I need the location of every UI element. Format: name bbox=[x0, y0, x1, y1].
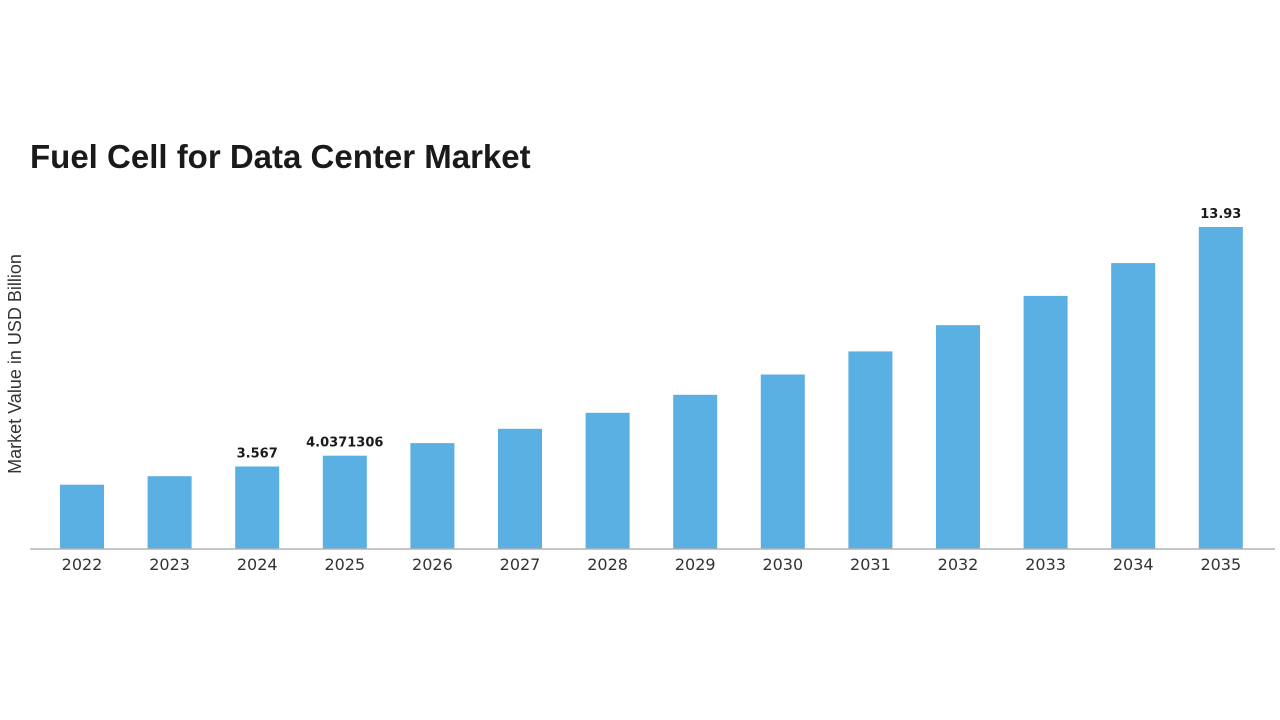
bar-2034 bbox=[1111, 263, 1156, 549]
x-tick-label-2030: 2030 bbox=[762, 555, 803, 574]
x-tick-label-2028: 2028 bbox=[587, 555, 628, 574]
bar-2032 bbox=[936, 325, 980, 549]
data-labels-group: 3.567 4.0371306 13.93 bbox=[237, 207, 1242, 462]
data-label-2025: 4.0371306 bbox=[306, 436, 383, 451]
bar-2029 bbox=[673, 394, 718, 549]
x-tick-label-2022: 2022 bbox=[62, 555, 103, 574]
x-tick-label-2035: 2035 bbox=[1200, 555, 1241, 574]
bar-2030 bbox=[760, 374, 805, 549]
bar-2026 bbox=[410, 443, 455, 549]
x-tick-label-2033: 2033 bbox=[1025, 555, 1066, 574]
x-tick-label-2029: 2029 bbox=[675, 555, 716, 574]
bar-2033 bbox=[1023, 295, 1068, 549]
bar-2035 bbox=[1198, 227, 1243, 549]
x-tick-label-2026: 2026 bbox=[412, 555, 453, 574]
bar-2031 bbox=[848, 351, 893, 549]
x-tick-label-2032: 2032 bbox=[938, 555, 979, 574]
x-tick-label-2025: 2025 bbox=[324, 555, 365, 574]
bar-2024 bbox=[235, 466, 280, 549]
x-tick-label-2034: 2034 bbox=[1113, 555, 1154, 574]
x-tick-labels: 2022 2023 2024 2025 2026 2027 2028 2029 2030 2031… bbox=[62, 555, 1242, 574]
bar-2025 bbox=[322, 455, 367, 549]
data-label-2024: 3.567 bbox=[237, 447, 278, 462]
bar-2028 bbox=[585, 412, 630, 549]
bar-2023 bbox=[147, 476, 192, 549]
bar-2022 bbox=[60, 484, 104, 549]
data-label-2035: 13.93 bbox=[1200, 207, 1241, 222]
y-axis-label: Market Value in USD Billion bbox=[5, 254, 25, 474]
x-tick-label-2024: 2024 bbox=[237, 555, 278, 574]
chart-title: Fuel Cell for Data Center Market bbox=[30, 138, 531, 175]
x-tick-label-2031: 2031 bbox=[850, 555, 891, 574]
x-tick-label-2027: 2027 bbox=[500, 555, 541, 574]
bar-2027 bbox=[498, 428, 542, 549]
bars-group bbox=[60, 227, 1243, 549]
x-tick-label-2023: 2023 bbox=[149, 555, 190, 574]
